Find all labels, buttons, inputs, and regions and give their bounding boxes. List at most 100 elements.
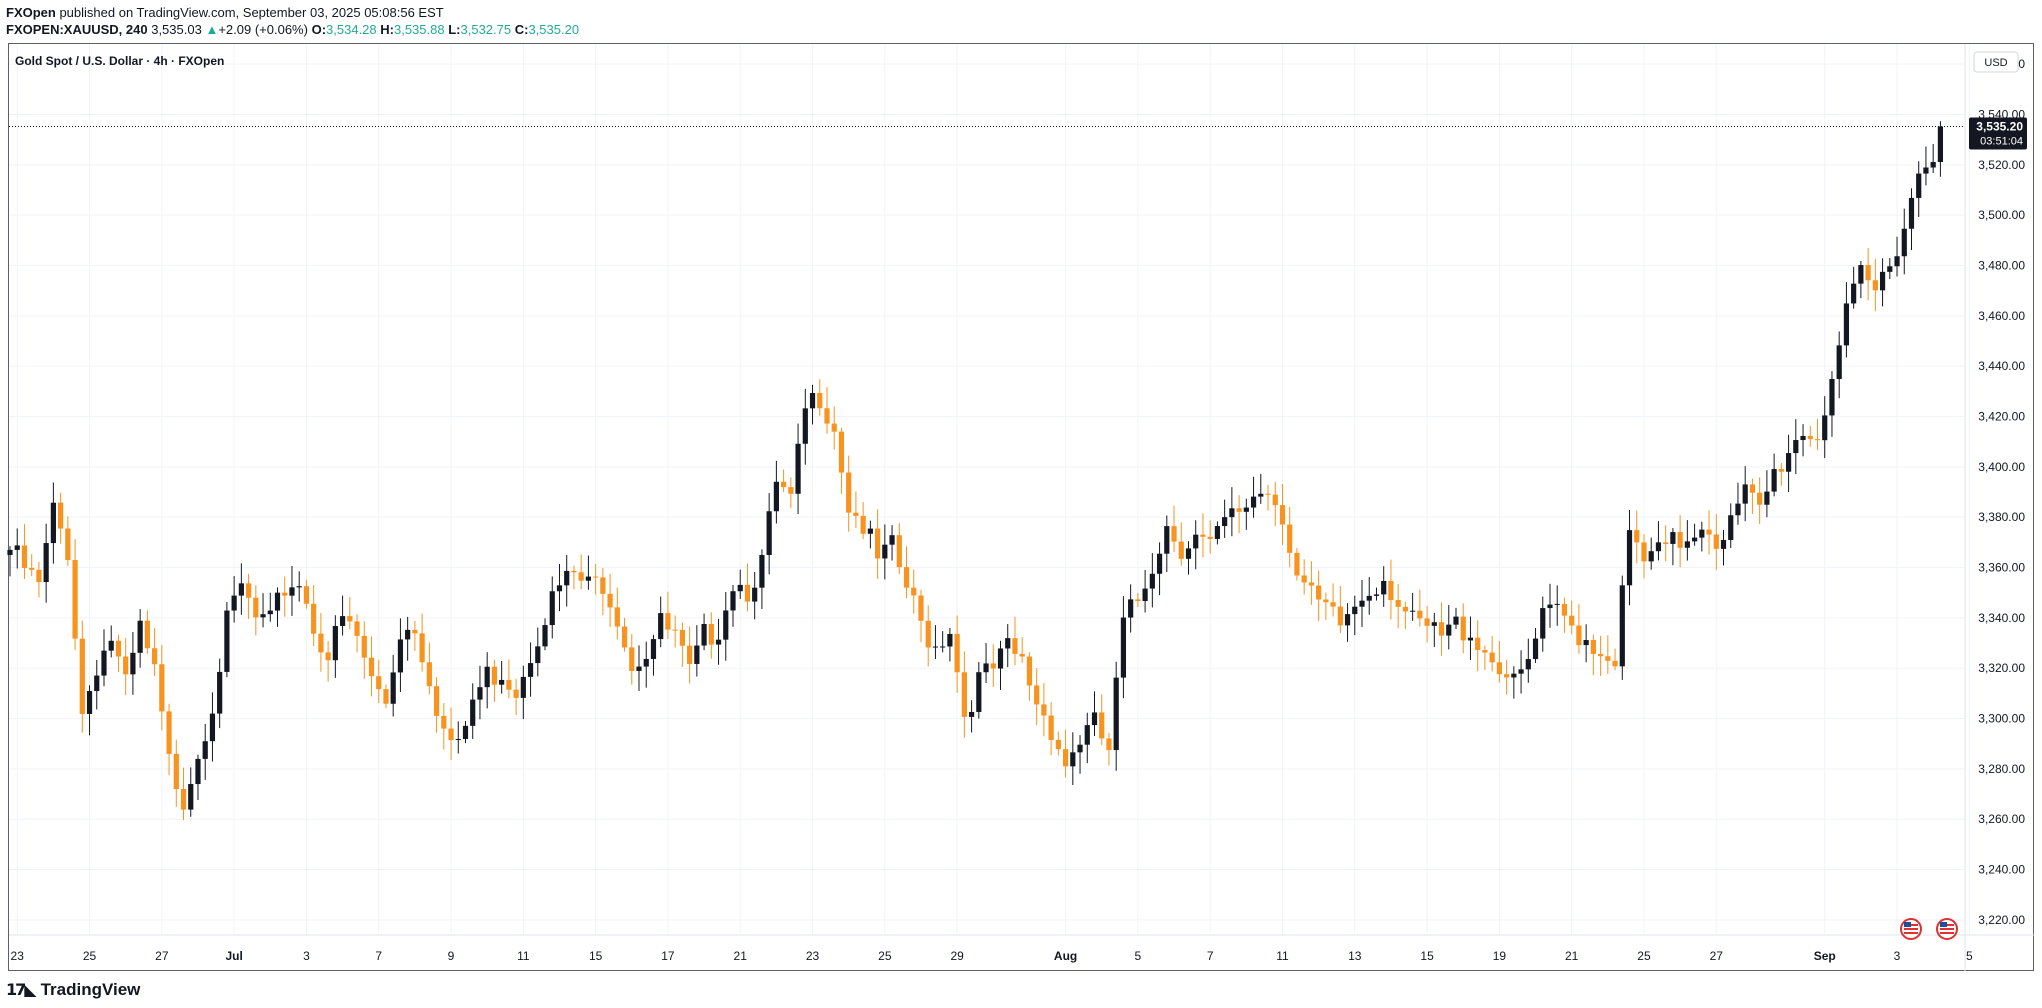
publisher-name[interactable]: FXOpen bbox=[6, 5, 56, 20]
candle bbox=[1366, 577, 1372, 615]
candle bbox=[311, 585, 317, 647]
candle-body bbox=[1793, 440, 1799, 454]
candle-body bbox=[520, 676, 526, 698]
candle-body bbox=[527, 663, 534, 677]
candle bbox=[253, 585, 259, 636]
candle bbox=[1814, 418, 1821, 451]
candle-body bbox=[983, 663, 989, 673]
candle bbox=[339, 595, 346, 636]
candle bbox=[1265, 484, 1271, 511]
candle bbox=[1026, 652, 1033, 701]
candle bbox=[123, 638, 129, 696]
time-tick-label: 7 bbox=[1207, 949, 1214, 963]
candle bbox=[1149, 553, 1155, 608]
candle bbox=[1822, 396, 1828, 459]
candle bbox=[535, 627, 541, 677]
candle-body bbox=[332, 625, 338, 661]
price-axis[interactable]: 3,220.00 3,240.00 3,260.00 3,280.00 3,300.00… bbox=[1978, 57, 2025, 927]
candle bbox=[282, 576, 288, 617]
candle-body bbox=[911, 587, 917, 596]
candle-body bbox=[636, 666, 642, 671]
candle bbox=[853, 491, 859, 528]
candle-body bbox=[274, 592, 281, 611]
candle bbox=[94, 659, 100, 710]
candle bbox=[846, 455, 852, 532]
candle bbox=[629, 634, 635, 685]
candle bbox=[376, 659, 382, 704]
candle bbox=[1323, 592, 1329, 621]
candle bbox=[1532, 628, 1539, 664]
candle bbox=[593, 564, 599, 595]
candle-body bbox=[1879, 271, 1886, 291]
candle bbox=[1438, 602, 1445, 656]
candle-body bbox=[1554, 603, 1560, 605]
candle-body bbox=[976, 672, 982, 712]
candle bbox=[585, 555, 591, 590]
candle bbox=[419, 613, 425, 672]
candle bbox=[1171, 505, 1177, 553]
candle-body bbox=[1836, 345, 1842, 379]
candle bbox=[14, 528, 20, 569]
candle-body bbox=[1337, 606, 1343, 626]
candle-body bbox=[180, 788, 187, 810]
time-axis[interactable]: 23 25 27 Jul 3 7 9 11 15 17 21 23 25 29 Aug 5 7 11 13 15 19 2… bbox=[11, 949, 1973, 963]
candle-body bbox=[1019, 653, 1025, 657]
candle bbox=[513, 678, 519, 715]
candle-body bbox=[1807, 435, 1813, 440]
currency-button[interactable]: USD bbox=[1973, 51, 2019, 73]
candle-body bbox=[846, 472, 852, 513]
candle bbox=[838, 427, 845, 494]
candle bbox=[694, 625, 700, 677]
candle bbox=[412, 620, 418, 651]
candle-body bbox=[1279, 505, 1286, 525]
candle-body bbox=[1764, 491, 1770, 505]
candle-body bbox=[1872, 280, 1878, 291]
candle bbox=[1395, 583, 1401, 629]
candle-body bbox=[1822, 415, 1828, 441]
candle-body bbox=[383, 689, 389, 704]
candle bbox=[527, 642, 534, 697]
candle-body bbox=[1258, 493, 1264, 497]
tradingview-logo[interactable]: 𝟭𝟳◣ TradingView bbox=[6, 980, 140, 1000]
us-flag-icon[interactable] bbox=[1900, 918, 1922, 940]
candle-body bbox=[1663, 542, 1669, 544]
candle bbox=[72, 539, 78, 651]
candle bbox=[217, 658, 223, 729]
candle-body bbox=[376, 676, 382, 690]
candle-body bbox=[1316, 585, 1322, 600]
candle-body bbox=[412, 629, 418, 634]
candle bbox=[368, 636, 375, 697]
candle-body bbox=[462, 725, 469, 740]
time-tick-label: 25 bbox=[878, 949, 892, 963]
us-flag-icon[interactable] bbox=[1936, 918, 1958, 940]
price-tick-label: 3,380.00 bbox=[1978, 510, 2025, 524]
candle bbox=[1843, 282, 1850, 358]
candle bbox=[1200, 513, 1206, 558]
candle-body bbox=[1431, 622, 1437, 626]
candle bbox=[159, 645, 165, 731]
candle-body bbox=[1504, 674, 1510, 678]
candle-body bbox=[130, 652, 136, 675]
chart-title: Gold Spot / U.S. Dollar · 4h · FXOpen bbox=[15, 54, 224, 68]
candle-body bbox=[397, 639, 404, 673]
candle bbox=[759, 549, 765, 610]
candle-body bbox=[72, 560, 78, 639]
candle-body bbox=[1135, 599, 1141, 602]
candle-body bbox=[968, 711, 975, 717]
time-tick-label: 13 bbox=[1348, 949, 1362, 963]
candle bbox=[137, 609, 143, 668]
candle bbox=[723, 591, 729, 661]
candle bbox=[1887, 257, 1893, 280]
candle bbox=[672, 615, 678, 648]
low-value: 3,532.75 bbox=[460, 22, 512, 37]
candle bbox=[332, 615, 338, 678]
candle bbox=[50, 482, 56, 564]
candle bbox=[1778, 463, 1784, 486]
candle-body bbox=[1561, 603, 1568, 616]
candle-body bbox=[1547, 604, 1553, 609]
currency-label: USD bbox=[1984, 57, 2007, 69]
candle-body bbox=[1055, 739, 1061, 750]
candle bbox=[658, 596, 664, 648]
candle-body bbox=[1475, 637, 1481, 651]
